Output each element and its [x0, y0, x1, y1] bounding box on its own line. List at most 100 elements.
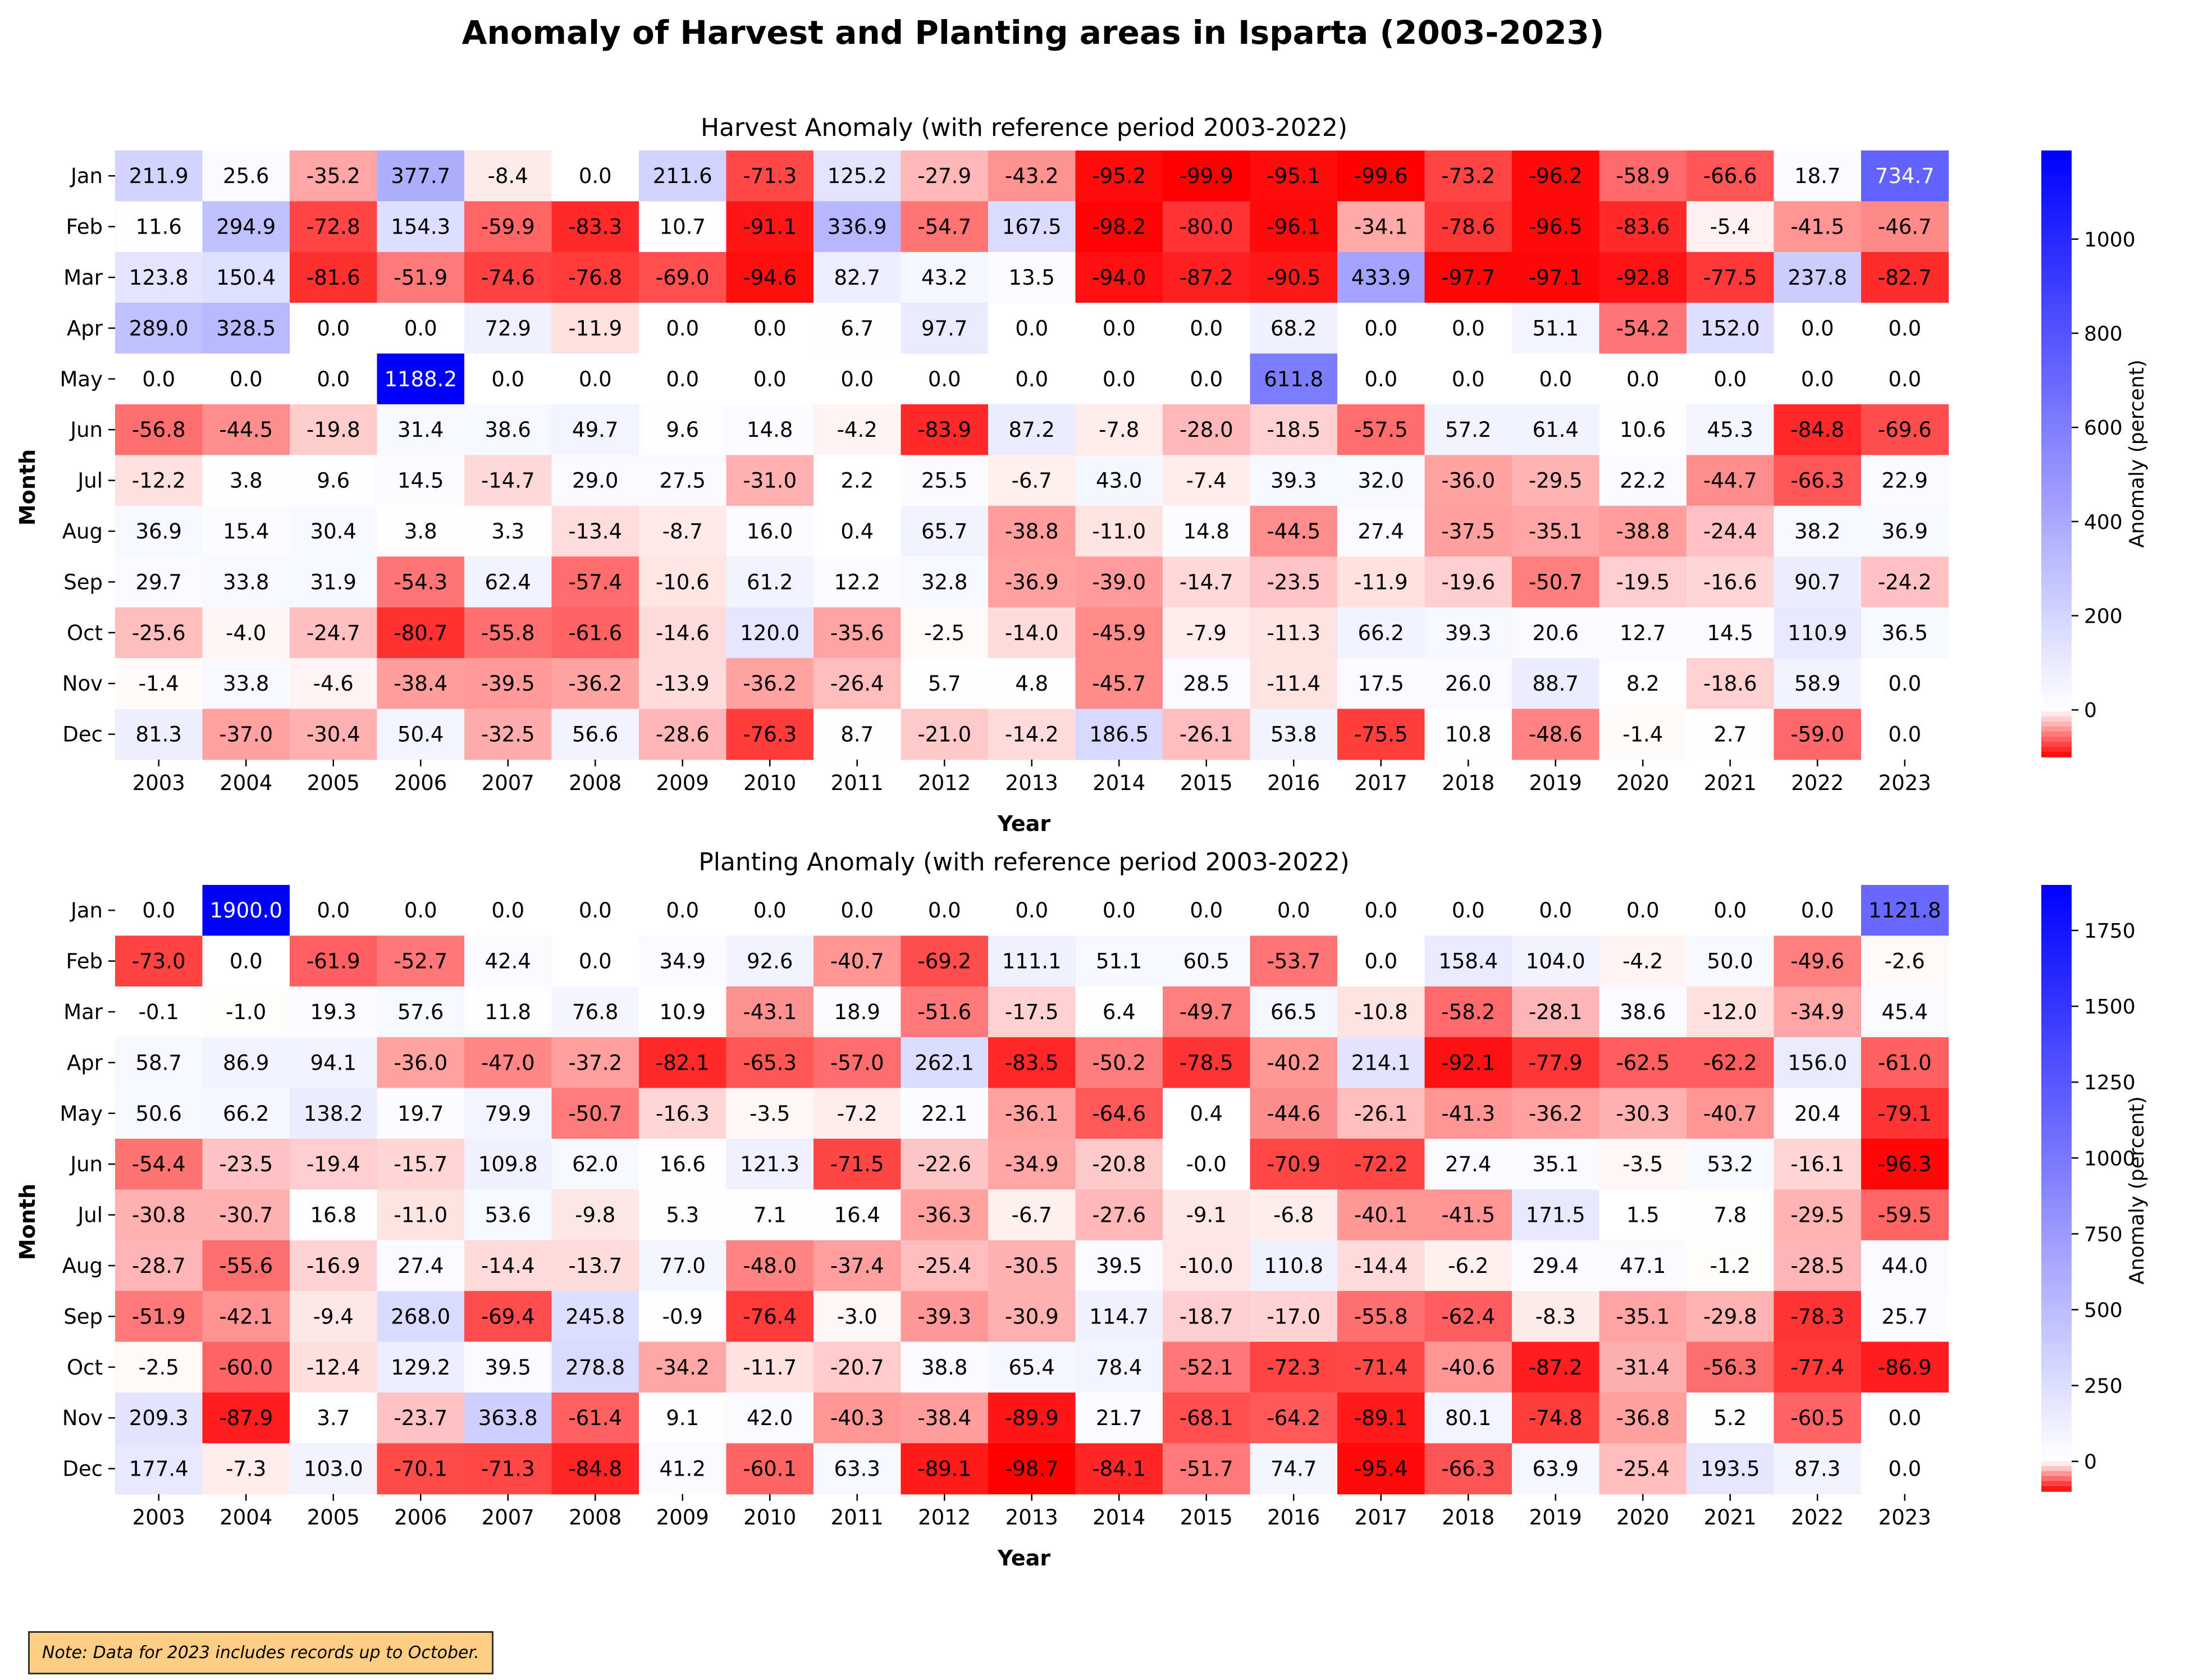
- harvest-cell: [1861, 303, 1949, 354]
- planting-colorbar-tick-label: 750: [2084, 1223, 2123, 1246]
- harvest-cell: [464, 150, 552, 202]
- planting-cell-label: 77.0: [660, 1254, 706, 1278]
- planting-cell-label: 214.1: [1351, 1051, 1411, 1075]
- planting-cell: [1599, 1393, 1687, 1444]
- harvest-cell-label: -38.8: [1616, 519, 1670, 544]
- harvest-cell: [1337, 404, 1425, 455]
- harvest-y-tick-label: Oct: [67, 621, 103, 645]
- planting-cell: [639, 1240, 727, 1291]
- harvest-x-tick-label: 2004: [220, 771, 272, 795]
- harvest-cell: [202, 201, 290, 253]
- planting-cell: [1861, 1240, 1949, 1291]
- planting-cell: [115, 986, 203, 1038]
- harvest-cell-label: 433.9: [1351, 266, 1411, 290]
- harvest-cell-label: 22.2: [1620, 469, 1666, 493]
- harvest-cell-label: -56.8: [132, 418, 186, 442]
- harvest-cell: [988, 353, 1076, 405]
- harvest-y-tick-label: Aug: [62, 519, 103, 544]
- planting-cell-label: -70.1: [394, 1457, 447, 1481]
- planting-cell: [639, 1037, 727, 1089]
- planting-cell: [1861, 1443, 1949, 1495]
- planting-cell: [115, 1393, 203, 1444]
- planting-cell-label: 0.0: [1364, 949, 1397, 974]
- planting-cell-label: -65.3: [743, 1051, 797, 1075]
- planting-cell: [464, 1393, 552, 1444]
- planting-cell-label: 193.5: [1701, 1457, 1760, 1481]
- planting-cell: [1686, 1037, 1775, 1089]
- harvest-cell-label: -95.2: [1092, 164, 1146, 188]
- harvest-cell-label: -19.6: [1441, 570, 1495, 594]
- planting-cell: [1424, 935, 1512, 987]
- harvest-cell: [1424, 556, 1512, 608]
- planting-cell-label: -12.4: [307, 1355, 360, 1380]
- planting-cell-label: 6.4: [1103, 1000, 1136, 1024]
- planting-cell-label: -4.2: [1622, 949, 1663, 974]
- harvest-cell-label: 72.9: [485, 316, 531, 340]
- planting-cell-label: -20.7: [830, 1355, 884, 1380]
- harvest-cell-label: 28.5: [1183, 672, 1230, 696]
- planting-cell-label: 87.3: [1794, 1457, 1840, 1481]
- harvest-cell-label: -28.0: [1180, 418, 1233, 442]
- planting-cell-label: 268.0: [391, 1304, 450, 1329]
- harvest-cell: [377, 505, 465, 557]
- harvest-cell-label: 36.9: [136, 519, 182, 544]
- planting-cell: [115, 1341, 203, 1393]
- harvest-cell-label: 336.9: [828, 215, 887, 239]
- planting-cell-label: -40.7: [1703, 1102, 1757, 1126]
- harvest-x-tick-label: 2019: [1529, 771, 1582, 795]
- harvest-cell-label: 10.6: [1620, 418, 1666, 442]
- planting-cell-label: 25.7: [1882, 1304, 1928, 1329]
- planting-x-tick-label: 2015: [1180, 1505, 1233, 1530]
- planting-cell: [551, 1291, 639, 1343]
- harvest-cell: [1774, 303, 1862, 354]
- planting-cell-label: -52.1: [1180, 1355, 1233, 1380]
- planting-cell-label: -11.0: [394, 1203, 447, 1227]
- planting-x-tick-label: 2017: [1355, 1505, 1407, 1530]
- planting-cell-label: -1.0: [226, 1000, 266, 1024]
- harvest-x-tick-label: 2022: [1791, 771, 1844, 795]
- planting-cell: [726, 1443, 814, 1495]
- harvest-cell-label: 377.7: [391, 164, 450, 188]
- harvest-cell-label: 120.0: [740, 621, 799, 645]
- planting-cell: [726, 1341, 814, 1393]
- planting-cell-label: 0.4: [1190, 1102, 1223, 1126]
- harvest-cell: [1337, 455, 1425, 506]
- harvest-cell-label: -6.7: [1012, 469, 1052, 493]
- harvest-x-tick-label: 2018: [1442, 771, 1494, 795]
- harvest-cell: [377, 607, 465, 659]
- harvest-cell-label: 22.9: [1882, 469, 1928, 493]
- harvest-cell: [639, 658, 727, 709]
- harvest-cell-label: 38.6: [485, 418, 531, 442]
- harvest-cell: [1774, 607, 1862, 659]
- harvest-cell: [726, 201, 814, 253]
- harvest-heatmap-title: Harvest Anomaly (with reference period 2…: [701, 113, 1347, 142]
- harvest-cell: [377, 303, 465, 354]
- harvest-cell-label: 611.8: [1264, 367, 1323, 391]
- planting-cell-label: -3.0: [837, 1304, 877, 1329]
- harvest-cell-label: 1188.2: [385, 367, 457, 391]
- harvest-cell-label: 123.8: [129, 266, 189, 290]
- planting-cell: [1163, 1189, 1251, 1241]
- planting-cell: [1774, 1393, 1862, 1444]
- planting-cell: [988, 1088, 1076, 1139]
- harvest-cell: [1686, 709, 1775, 760]
- planting-cell: [1424, 1139, 1512, 1190]
- harvest-cell: [1686, 556, 1775, 608]
- planting-cell-label: 1121.8: [1868, 898, 1941, 923]
- harvest-cell-label: 17.5: [1358, 672, 1404, 696]
- planting-cell-label: -6.7: [1012, 1203, 1052, 1227]
- harvest-cell-label: -83.3: [568, 215, 622, 239]
- harvest-cell: [1424, 455, 1512, 506]
- harvest-cell: [1075, 353, 1163, 405]
- harvest-cell-label: 27.4: [1358, 519, 1404, 544]
- harvest-cell: [1337, 505, 1425, 557]
- harvest-cell-label: -76.8: [568, 266, 622, 290]
- planting-cell: [1337, 1189, 1425, 1241]
- harvest-cell: [1861, 353, 1949, 405]
- harvest-x-tick-label: 2005: [307, 771, 360, 795]
- harvest-cell-label: -69.6: [1878, 418, 1932, 442]
- harvest-cell-label: -4.2: [837, 418, 877, 442]
- harvest-cell: [988, 150, 1076, 202]
- harvest-cell: [901, 505, 989, 557]
- planting-y-tick-label: Nov: [62, 1406, 103, 1430]
